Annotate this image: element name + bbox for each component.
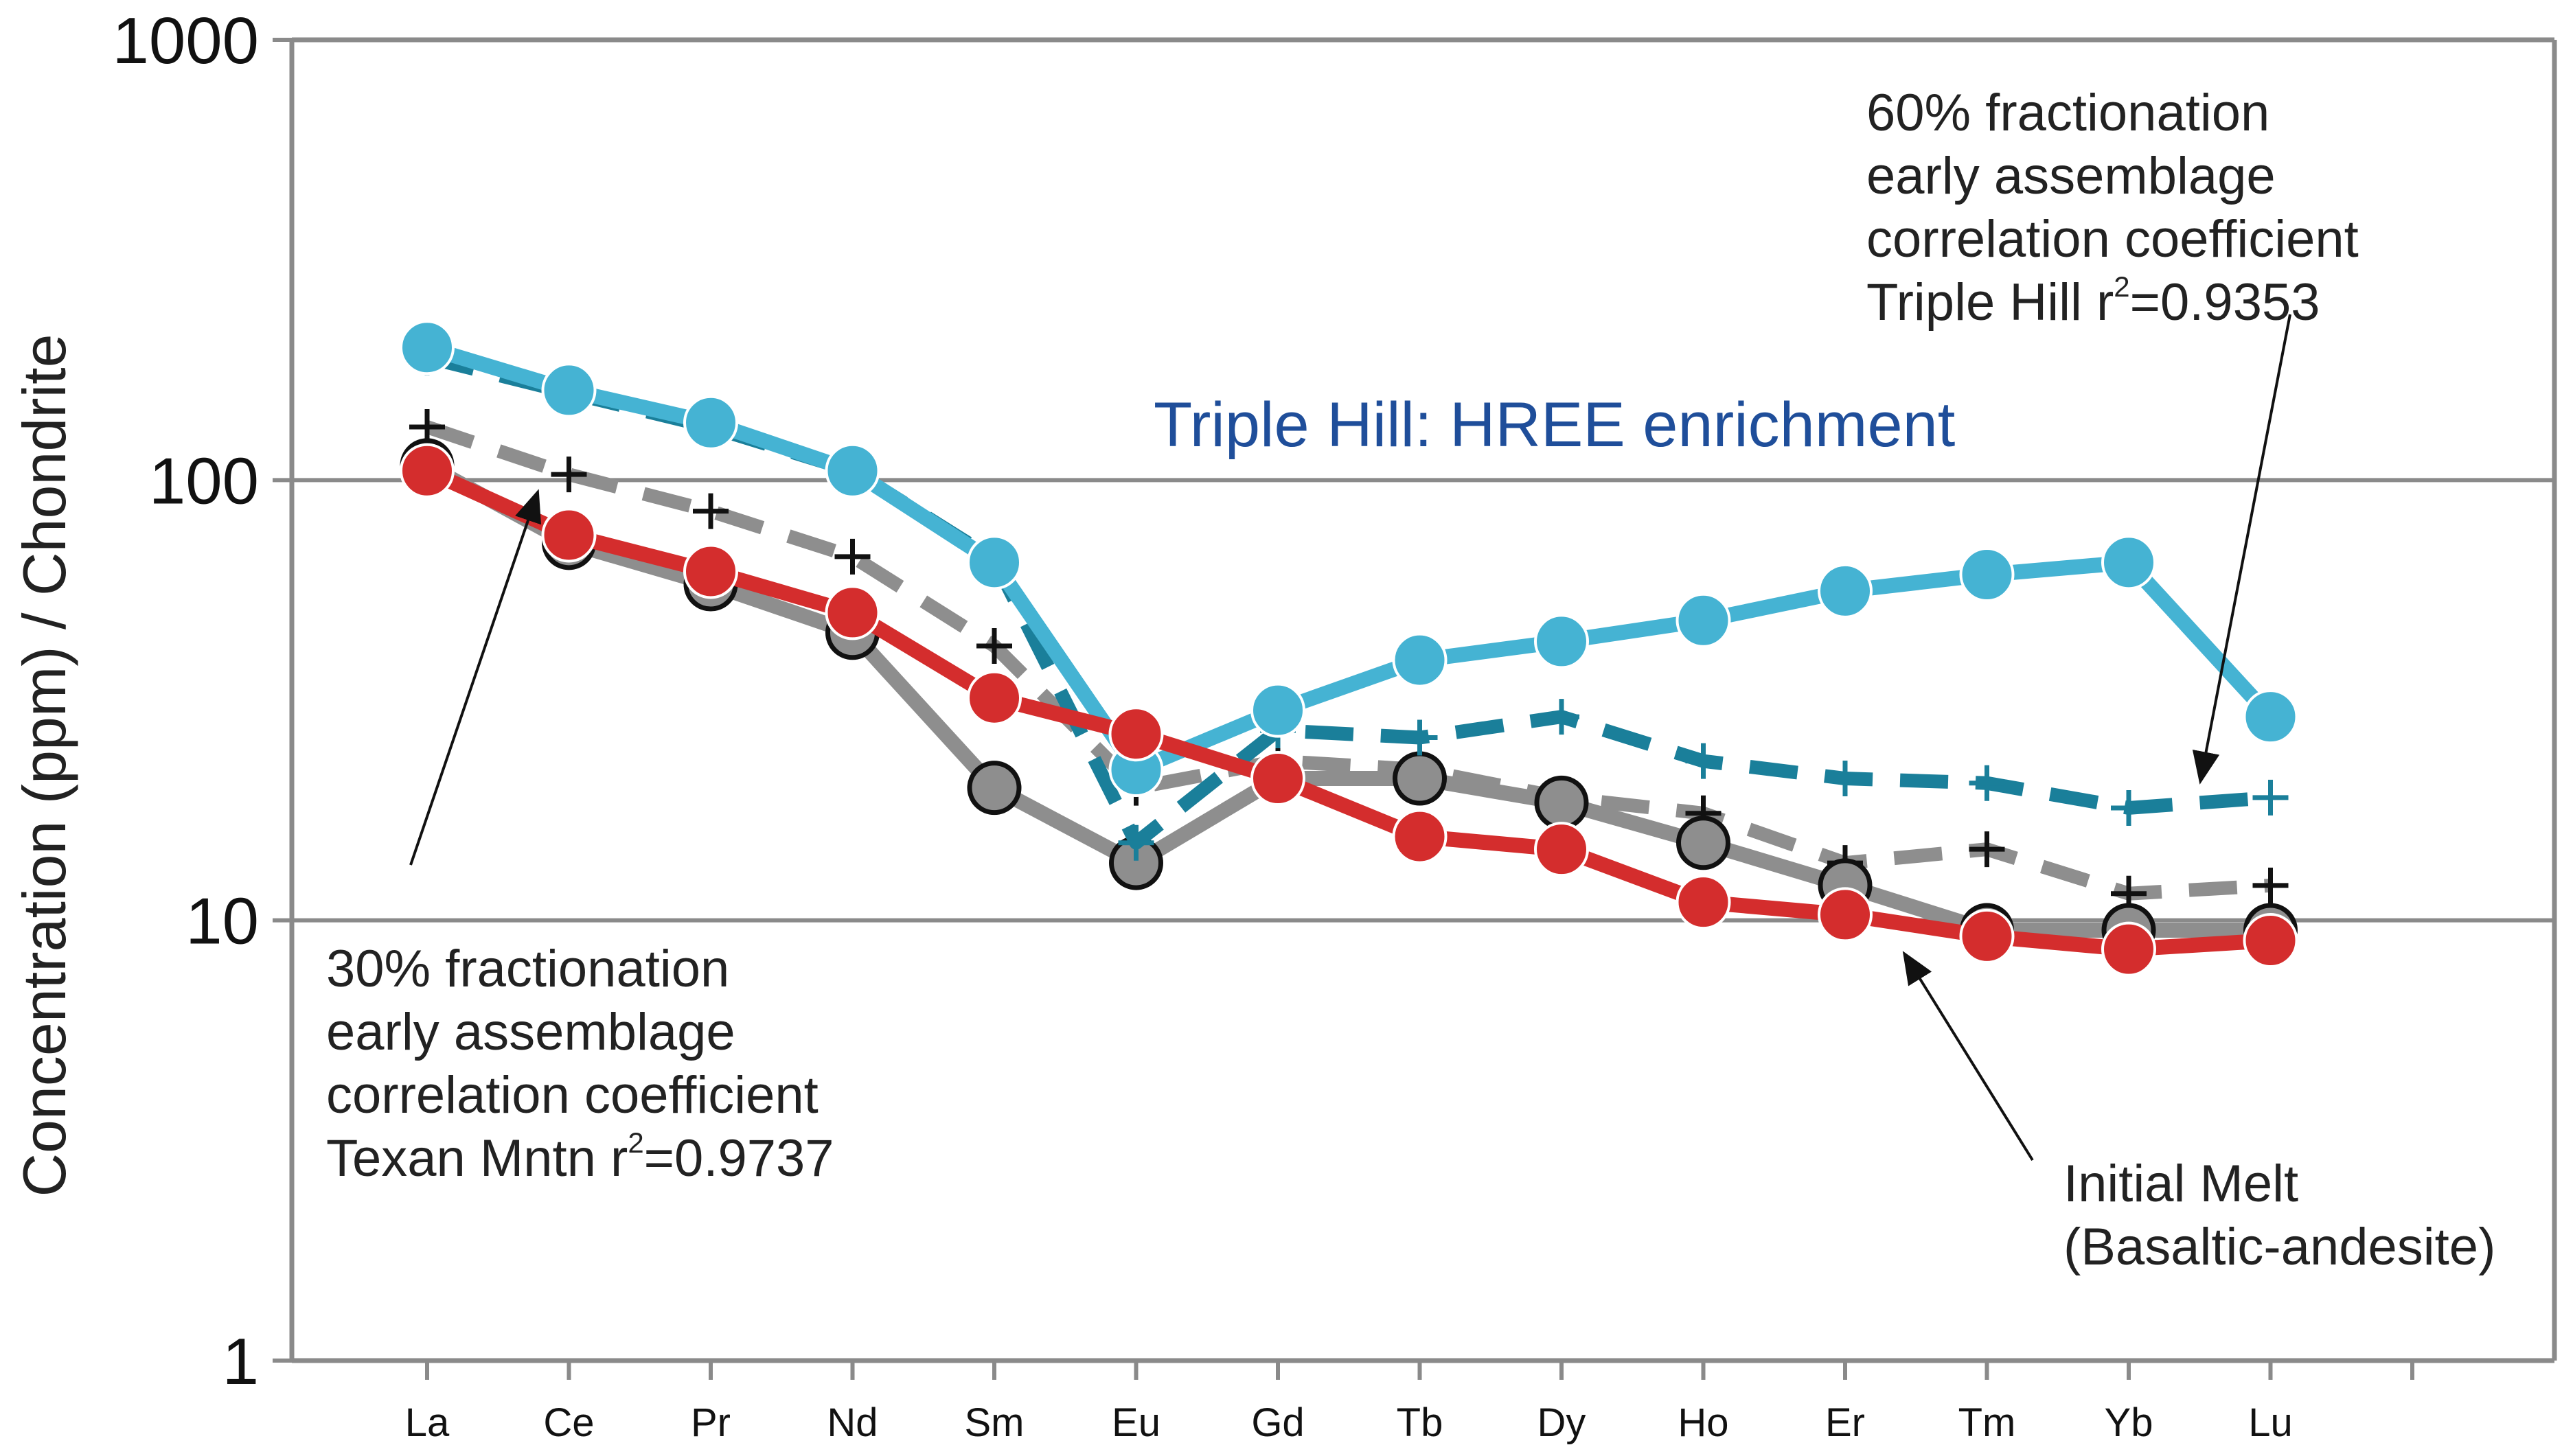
series-4-point-Gd [1250,751,1305,807]
y-tick-label-10: 10 [185,885,259,958]
x-tick-label-Eu: Eu [1112,1400,1160,1445]
arrow-30pct [409,489,542,866]
annotation-30pct-suffix: =0.9737 [644,1129,834,1188]
x-tick-label-Sm: Sm [965,1400,1025,1445]
series-4-point-La [400,443,455,498]
annotation-60pct-line4: Triple Hill r2=0.9353 [1866,270,2320,332]
x-tick-label-Er: Er [1825,1400,1865,1445]
series-4-line [424,463,2272,957]
series-4-point-Er [1818,887,1873,943]
series-2-point-Dy [1534,775,1589,830]
annotation-initial-melt-line2: (Basaltic-andesite) [2063,1218,2495,1276]
series-4-point-Tm [1959,908,2015,964]
series-1-point-Er [1827,761,1863,797]
x-tick-label-Dy: Dy [1537,1400,1586,1445]
series-1-point-Tm [1969,765,2005,801]
x-tick-label-Gd: Gd [1251,1400,1304,1445]
series-0-point-Pr [683,395,738,450]
annotation-30pct-line4: Texan Mntn r2=0.9737 [326,1126,834,1188]
series-2 [400,438,2298,958]
series-0-point-Dy [1534,614,1589,669]
annotation-30pct-prefix: Texan Mntn r [326,1129,628,1188]
series-4-point-Nd [825,585,880,640]
annotation-60pct: 60% fractionation early assemblage corre… [1866,84,2359,332]
x-tick-label-Pr: Pr [691,1400,731,1445]
series-2-point-Tb [1393,751,1447,806]
x-tick-label-Nd: Nd [827,1400,878,1445]
annotation-60pct-suffix: =0.9353 [2130,273,2320,332]
series-1-point-Yb [2111,789,2147,826]
annotation-initial-melt-line1: Initial Melt [2063,1155,2298,1213]
annotation-30pct-line3: correlation coefficient [326,1066,819,1124]
series-4 [400,443,2298,977]
arrow-initial-melt [1902,951,2034,1162]
arrow-60pct [2192,314,2291,785]
annotation-30pct-line2: early assemblage [326,1003,735,1061]
series-4-point-Ho [1675,875,1731,930]
y-axis-label: Concentration (ppm) / Chondrite [10,334,78,1197]
x-tick-label-La: La [405,1400,450,1445]
series-4-point-Dy [1534,822,1589,877]
x-tick-label-Lu: Lu [2248,1400,2293,1445]
series-3-point-Nd [834,538,871,575]
annotation-30pct-line1: 30% fractionation [326,940,729,998]
series-3 [409,409,2289,912]
series-4-point-Eu [1108,706,1164,762]
series-3-point-Tm [1969,831,2005,868]
series-0-point-Er [1818,563,1873,619]
series-3-line [424,420,2272,901]
series-0-point-Tb [1392,632,1448,688]
annotation-30pct: 30% fractionation early assemblage corre… [326,940,834,1188]
series-3-point-Lu [2252,867,2289,903]
series-3-point-Pr [693,493,729,529]
series-0-point-Tm [1959,547,2015,603]
series-4-point-Tb [1392,809,1448,864]
y-tick-label-1: 1 [222,1325,259,1398]
series-4-point-Ce [541,507,597,563]
y-tick-label-1000: 1000 [112,4,259,78]
annotation-30pct-sup: 2 [628,1126,643,1159]
series-4-point-Lu [2243,913,2298,969]
annotation-60pct-line3: correlation coefficient [1866,210,2359,268]
x-tick-label-Tm: Tm [1958,1400,2016,1445]
annotation-initial-melt: Initial Melt (Basaltic-andesite) [2063,1155,2495,1276]
annotation-60pct-sup: 2 [2114,270,2129,303]
series-0-point-Ho [1675,592,1731,648]
series-1-point-Ho [1685,743,1722,779]
series-4-point-Pr [683,544,738,599]
series-1-point-Lu [2252,779,2289,816]
series-layer [400,320,2298,977]
triple-hill-title: Triple Hill: HREE enrichment [1154,390,1955,460]
x-tick-label-Ce: Ce [543,1400,594,1445]
x-tick-label-Yb: Yb [2105,1400,2153,1445]
series-1-point-Eu [1118,824,1154,861]
series-4-point-Yb [2101,921,2156,977]
annotation-60pct-line1: 60% fractionation [1866,84,2269,142]
x-tick-label-Ho: Ho [1678,1400,1728,1445]
series-2-line [423,459,2271,938]
series-0-point-Gd [1250,682,1305,738]
series-4-point-Sm [967,670,1022,726]
series-1-point-Dy [1544,699,1579,735]
series-1-point-Tb [1402,719,1438,756]
annotation-60pct-line2: early assemblage [1866,147,2276,205]
axes: 1 10 100 1000 La Ce Pr Nd Sm Eu Gd Tb Dy Ho Er Tm Yb Lu [112,4,2414,1445]
gridlines [289,37,2557,1363]
annotation-60pct-prefix: Triple Hill r [1866,273,2114,332]
series-2-point-Sm [967,761,1022,816]
series-2-point-Ho [1676,816,1730,870]
x-tick-label-Tb: Tb [1397,1400,1443,1445]
series-0-point-Nd [825,443,880,498]
series-0-point-Lu [2243,689,2298,745]
series-0-point-La [400,320,455,375]
series-3-point-Ce [551,457,587,493]
series-0-point-Sm [967,535,1022,590]
series-3-point-Sm [976,627,1012,664]
y-tick-label-100: 100 [149,444,259,518]
series-0-point-Ce [541,362,597,418]
series-0-point-Yb [2101,535,2156,590]
